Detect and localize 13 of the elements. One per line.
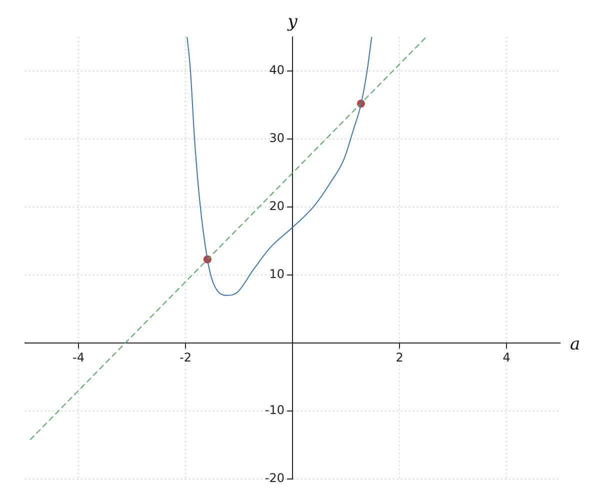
x-tick-label: 4 <box>502 350 510 364</box>
x-tick-label: -2 <box>180 350 192 364</box>
y-axis-title: y <box>286 12 298 32</box>
y-tick-label: -20 <box>264 471 284 486</box>
y-tick-label: 20 <box>269 199 284 214</box>
x-axis-title: a <box>570 334 580 354</box>
y-tick-label: 30 <box>269 131 284 146</box>
x-tick-label: 2 <box>396 350 404 364</box>
line-series <box>186 37 372 296</box>
x-tick-label: -4 <box>72 350 84 364</box>
y-tick-label: 10 <box>269 267 284 282</box>
y-tick-label: 40 <box>269 63 284 78</box>
y-tick-label: -10 <box>264 403 284 418</box>
